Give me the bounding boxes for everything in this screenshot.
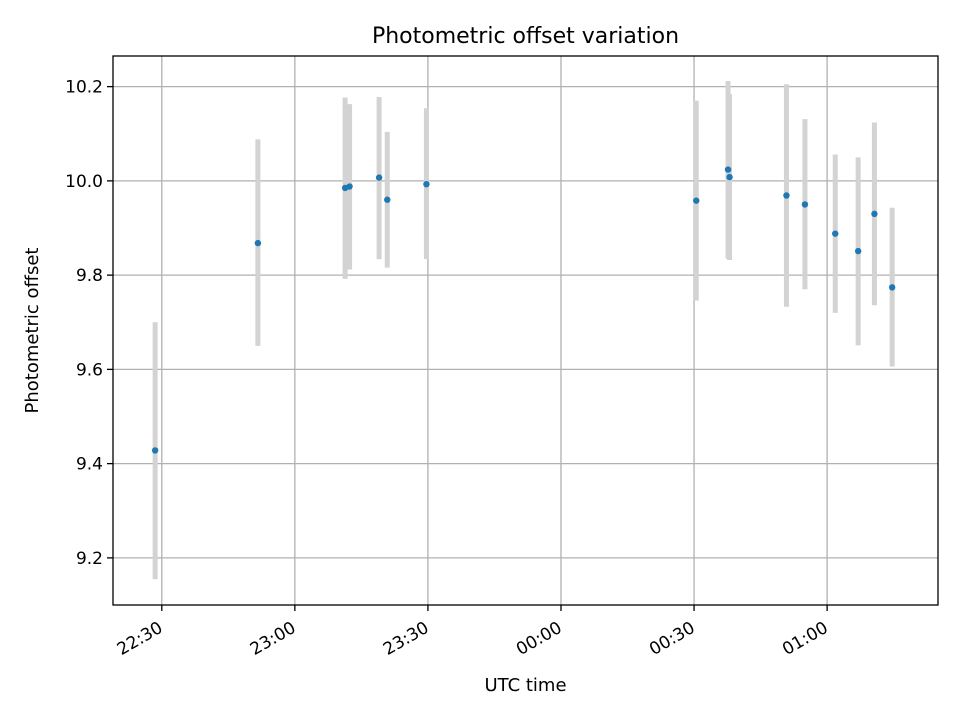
y-tick-label: 10.2	[65, 78, 103, 98]
grid	[113, 56, 938, 605]
x-tick-label: 23:00	[247, 618, 299, 660]
chart-title: Photometric offset variation	[372, 24, 679, 49]
x-axis-label: UTC time	[484, 675, 566, 696]
data-point	[375, 174, 383, 181]
data-point	[254, 239, 262, 247]
errorbars	[152, 80, 895, 580]
data-point	[801, 201, 809, 208]
y-axis-label: Photometric offset	[22, 248, 43, 414]
data-point	[724, 166, 732, 173]
plot-frame	[112, 55, 939, 606]
y-tick-label: 9.2	[76, 549, 103, 569]
data-point	[726, 173, 733, 181]
y-tick-label: 10.0	[65, 172, 103, 192]
y-tick-label: 9.4	[76, 455, 103, 475]
data-point	[346, 183, 353, 190]
x-tick-label: 00:30	[646, 618, 698, 660]
data-point	[832, 230, 839, 237]
x-axis-ticks: 22:30 23:00 23:30 00:00 00:30 01:00	[114, 605, 832, 660]
data-point	[888, 284, 896, 291]
data-points	[151, 166, 896, 454]
data-point	[783, 192, 790, 199]
data-point	[151, 447, 159, 454]
x-tick-label: 00:00	[513, 618, 565, 660]
data-point	[871, 210, 878, 218]
x-tick-label: 22:30	[114, 618, 166, 660]
data-point	[423, 180, 430, 188]
data-point	[854, 247, 862, 255]
y-tick-label: 9.6	[76, 360, 103, 380]
x-tick-label: 01:00	[779, 618, 831, 660]
y-axis-ticks: 9.2 9.4 9.6 9.8 10.0 10.2	[65, 78, 113, 569]
y-tick-label: 9.8	[76, 266, 103, 286]
data-point	[693, 197, 700, 204]
x-tick-label: 23:30	[380, 618, 432, 660]
data-point	[384, 196, 391, 203]
